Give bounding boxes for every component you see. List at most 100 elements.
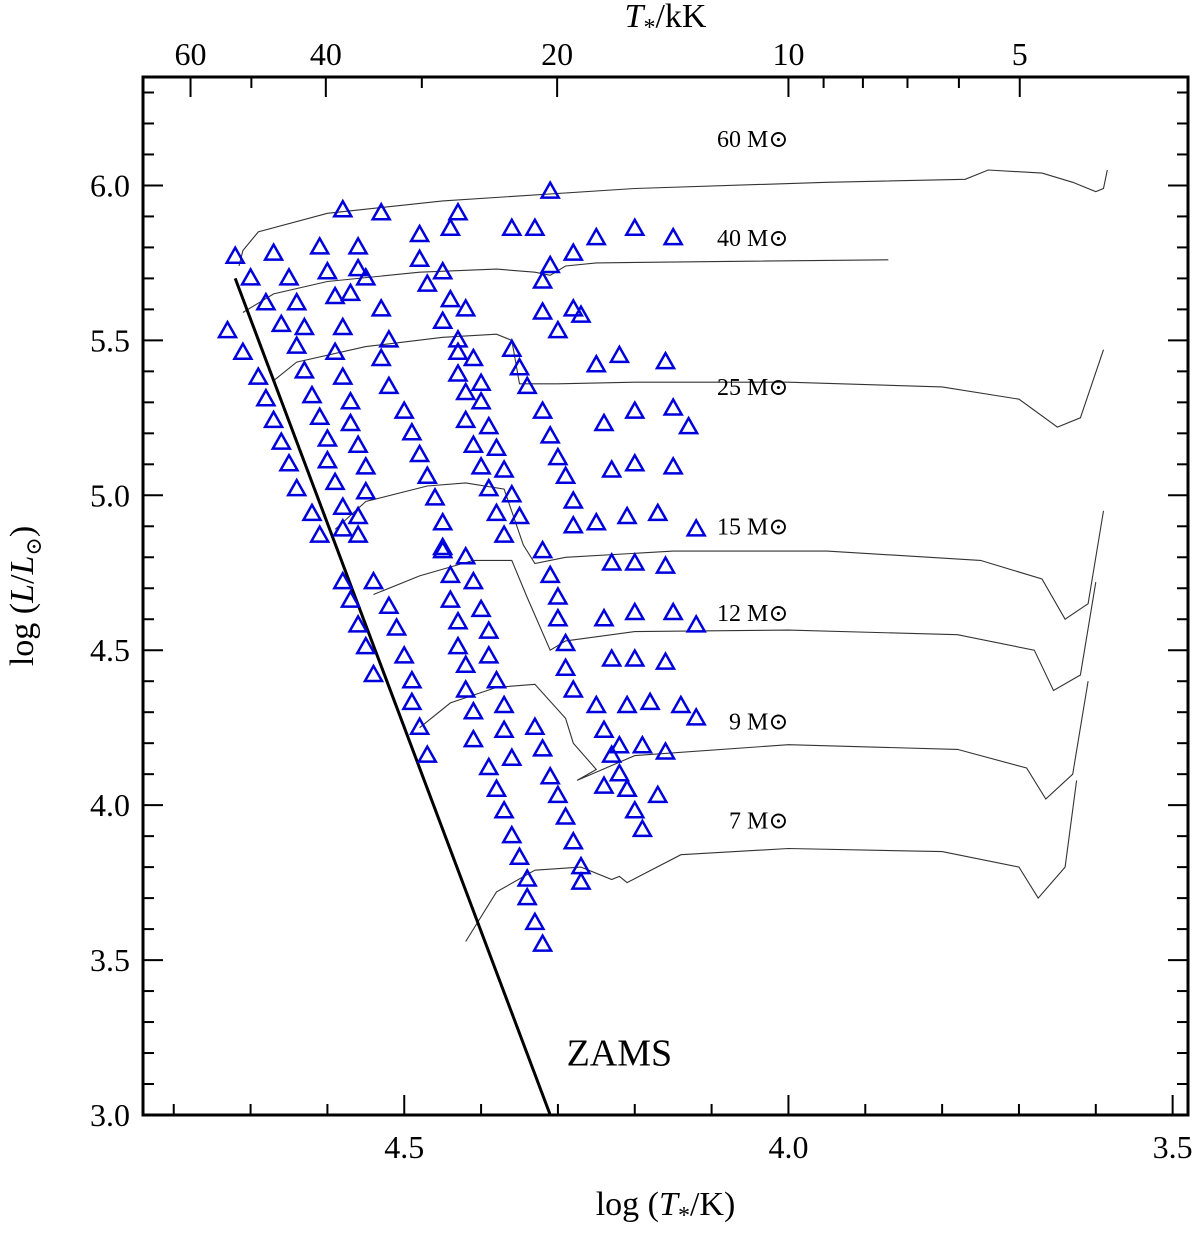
data-point [662,601,684,621]
track-line-3 [334,482,1105,620]
data-point [616,505,638,525]
data-point [339,282,362,302]
data-point [654,555,677,574]
data-point [255,387,277,407]
data-point [470,390,492,410]
plot-frame [141,75,1190,1117]
data-point [631,734,654,754]
data-point [608,762,631,782]
track-label-4: 12 M⊙ [717,601,788,627]
data-point [432,539,454,559]
y-tick-label-0: 3.0 [90,1097,130,1133]
data-point [570,871,592,890]
data-point [309,406,331,426]
data-point [593,412,615,432]
data-point [478,620,500,639]
data-point [232,341,254,361]
data-point [378,595,400,615]
data-point [362,570,385,590]
data-point [524,217,546,237]
data-point [293,359,316,379]
data-point [447,635,469,655]
data-point [524,716,546,735]
data-point [570,304,592,323]
data-point [408,248,431,268]
data-point [455,654,477,673]
track-line-1 [242,259,889,313]
data-point [262,242,285,261]
data-point [485,778,508,797]
data-point [316,449,339,469]
data-point [462,347,485,367]
data-point [370,201,392,221]
data-point [332,316,354,336]
data-point [239,266,262,286]
x-tick-label-0: 4.5 [384,1129,424,1165]
data-point [455,678,477,698]
data-point [470,372,492,392]
data-point [508,505,531,525]
top-tick-label-1: 40 [310,36,342,72]
data-point [362,663,385,683]
track-label-6: 7 M⊙ [729,809,788,835]
zams-line-group: ZAMS [233,277,672,1116]
data-point [524,911,546,931]
data-point [501,747,523,766]
y-tick-label-1: 3.5 [90,942,130,978]
data-point [501,824,523,844]
data-point [355,635,377,655]
data-point [593,775,615,794]
data-point [447,610,469,630]
data-point [478,756,500,776]
data-point [531,539,554,559]
track-label-3: 15 M⊙ [717,514,788,540]
data-point [470,455,492,475]
data-point [270,431,292,450]
data-point [616,778,638,797]
data-point [624,400,646,419]
data-point [554,465,577,484]
data-point [339,412,362,432]
track-line-0 [238,169,1108,267]
data-point [478,477,500,497]
data-point [608,344,631,364]
data-point [685,613,707,633]
data-point [493,799,515,819]
data-point [662,455,684,475]
data-point [624,217,646,237]
data-point [624,647,646,667]
data-point [624,601,646,621]
data-point [539,254,561,274]
data-point [355,480,377,500]
data-point [347,257,369,277]
data-point [447,328,469,348]
data-point [685,517,707,537]
track-label-0: 60 M⊙ [717,127,788,153]
data-point [654,350,677,370]
top-tick-label-0: 60 [175,36,207,72]
data-point [670,694,692,714]
data-point [493,458,515,478]
data-point [439,217,462,237]
data-point [585,353,607,373]
data-point [439,589,462,608]
data-point [554,805,577,825]
data-point [562,489,584,509]
data-point [408,443,431,463]
data-point [547,607,569,627]
data-point [470,598,492,618]
data-point [455,545,477,565]
data-point [370,347,392,367]
data-point [270,313,292,333]
data-point [255,291,277,311]
data-point [531,737,554,757]
data-point [332,496,354,515]
data-point [654,651,677,670]
data-point [539,180,561,199]
data-point [309,235,331,255]
data-point [647,784,669,804]
data-point [493,524,515,543]
track-label-5: 9 M⊙ [729,709,788,735]
data-point [447,201,469,221]
track-label-2: 25 M⊙ [717,375,788,401]
